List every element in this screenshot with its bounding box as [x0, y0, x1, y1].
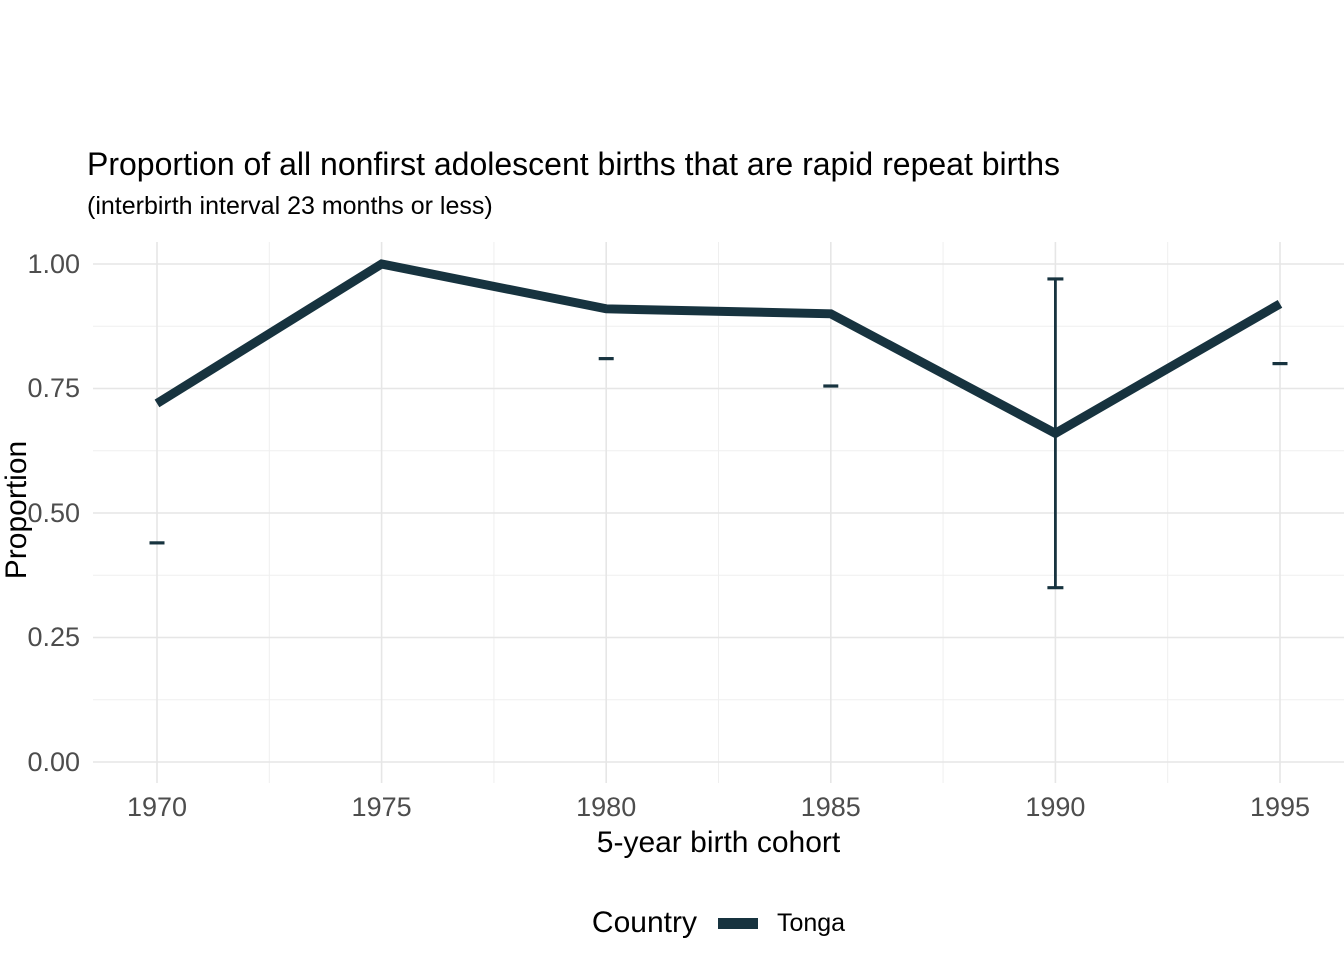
x-tick-label: 1975: [351, 792, 412, 822]
x-tick-label: 1985: [800, 792, 861, 822]
y-tick-label: 0.50: [27, 497, 80, 528]
legend-title: Country: [591, 906, 697, 939]
x-tick-label: 1990: [1025, 792, 1086, 822]
x-tick-label: 1995: [1249, 792, 1311, 822]
x-tick-label: 1970: [126, 792, 188, 822]
x-tick-label: 1980: [576, 792, 637, 822]
chart-subtitle: (interbirth interval 23 months or less): [87, 192, 493, 220]
y-tick-label: 1.00: [27, 248, 80, 279]
y-tick-label: 0.00: [27, 746, 80, 777]
series-line-tonga: [154, 259, 1283, 439]
legend: Country Tonga: [93, 902, 1344, 944]
chart-title: Proportion of all nonfirst adolescent bi…: [87, 146, 1060, 182]
legend-line-swatch: [717, 917, 758, 929]
y-tick-label: 0.25: [27, 622, 80, 652]
y-tick-label: 0.75: [27, 373, 80, 403]
y-axis-title: Proportion: [0, 440, 33, 580]
x-axis-title: 5-year birth cohort: [596, 826, 841, 859]
legend-entry-label: Tonga: [776, 908, 846, 937]
